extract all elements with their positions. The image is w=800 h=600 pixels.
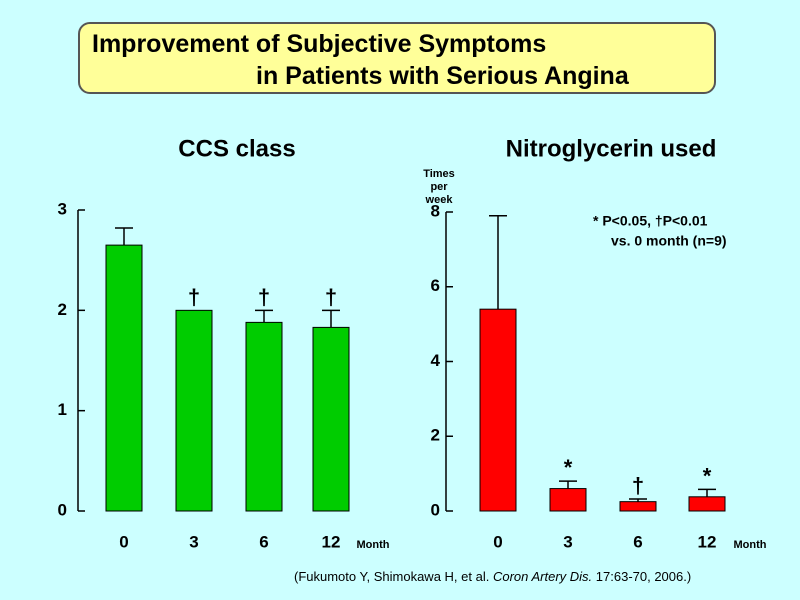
y-tick-label: 0 — [431, 500, 440, 519]
x-tick-label: 6 — [633, 532, 642, 551]
significance-marker: † — [258, 284, 270, 309]
significance-marker: * — [564, 455, 573, 480]
bar-0 — [105, 244, 143, 512]
bar-6 — [619, 501, 657, 512]
x-tick-label: 0 — [119, 532, 128, 551]
significance-marker: † — [325, 284, 337, 309]
legend-line-2: vs. 0 month (n=9) — [611, 233, 727, 249]
significance-marker: † — [188, 284, 200, 309]
y-tick-label: 1 — [58, 400, 67, 419]
title-line-2: in Patients with Serious Angina — [256, 62, 629, 90]
y-tick-label: 6 — [431, 276, 440, 295]
citation: (Fukumoto Y, Shimokawa H, et al. Coron A… — [294, 569, 691, 584]
bar-12 — [688, 496, 726, 512]
x-tick-label: 12 — [322, 532, 341, 551]
bar-0 — [479, 308, 517, 512]
x-tick-label: 0 — [493, 532, 502, 551]
x-tick-label: 3 — [563, 532, 572, 551]
bar-3 — [549, 488, 587, 512]
y-tick-label: 2 — [58, 300, 67, 319]
significance-marker: † — [632, 473, 644, 498]
x-tick-label: 12 — [698, 532, 717, 551]
citation-journal: Coron Artery Dis. — [492, 569, 593, 584]
y-axis-label-line: week — [425, 194, 454, 206]
citation-suffix: 17:63-70, 2006.) — [592, 569, 692, 584]
y-tick-label: 3 — [58, 199, 67, 218]
x-unit-label: Month — [734, 539, 767, 551]
chart-title: Nitroglycerin used — [506, 135, 717, 162]
bar-12 — [312, 326, 350, 512]
y-tick-label: 8 — [431, 201, 440, 220]
title-box: Improvement of Subjective Symptoms in Pa… — [78, 22, 716, 94]
y-tick-label: 0 — [58, 500, 67, 519]
x-tick-label: 6 — [259, 532, 268, 551]
y-axis-label-line: Times — [423, 168, 455, 180]
y-tick-label: 2 — [431, 426, 440, 445]
y-axis-label-line: per — [430, 181, 448, 193]
x-tick-label: 3 — [189, 532, 198, 551]
bar-3 — [175, 309, 213, 512]
citation-prefix: (Fukumoto Y, Shimokawa H, et al. — [294, 569, 493, 584]
significance-marker: * — [703, 463, 712, 488]
title-line-1: Improvement of Subjective Symptoms — [92, 30, 547, 58]
bar-6 — [245, 321, 283, 512]
y-tick-label: 4 — [431, 351, 441, 370]
x-unit-label: Month — [357, 539, 390, 551]
chart-title: CCS class — [178, 135, 295, 162]
legend-line-1: * P<0.05, †P<0.01 — [593, 213, 708, 229]
